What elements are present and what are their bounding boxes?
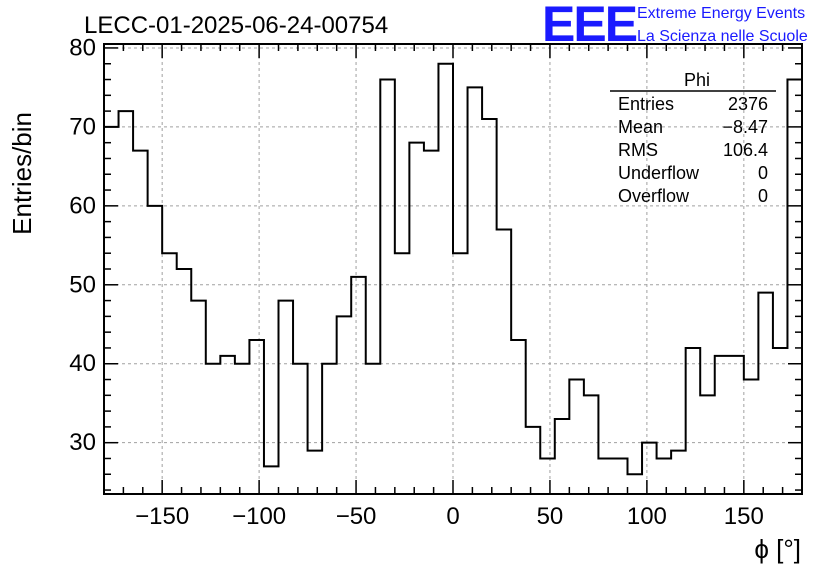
histogram-bin: 41 (220, 356, 235, 494)
stats-box: Phi Entries 2376 Mean −8.47 RMS 106.4 Underflo… (610, 70, 776, 206)
histogram-bin: 28 (613, 458, 628, 494)
y-tick-label: 50 (69, 271, 96, 298)
histogram-bin: 33 (555, 419, 570, 494)
histogram-bin: 72 (119, 111, 134, 494)
y-tick-label: 70 (69, 113, 96, 140)
histogram-bin: 42 (773, 348, 788, 494)
histogram-bin: 60 (148, 206, 163, 494)
histogram-bin: 49 (758, 293, 773, 494)
histogram-bin: 40 (293, 364, 308, 494)
histogram-bin: 43 (511, 340, 526, 494)
x-tick-label: 150 (724, 503, 764, 530)
x-tick-label: 0 (446, 503, 459, 530)
histogram-bin: 46 (337, 316, 352, 494)
histogram-line (104, 62, 803, 476)
y-tick-label: 30 (69, 429, 96, 456)
y-tick-label: 40 (69, 350, 96, 377)
stats-row-value: 0 (758, 186, 768, 206)
histogram-bin: 43 (249, 340, 264, 494)
x-tick-label: −50 (336, 503, 377, 530)
histogram-bin: 51 (351, 277, 366, 494)
histogram-bin: 52 (177, 269, 192, 494)
x-tick-label: 100 (627, 503, 667, 530)
stats-row-value: 2376 (728, 94, 768, 114)
histogram-bin: 38 (744, 380, 759, 494)
histogram-bin: 40 (366, 364, 381, 494)
histogram-bin: 41 (715, 356, 730, 494)
histogram-bin: 32 (526, 427, 541, 494)
histogram-bin: 67 (424, 151, 439, 494)
histogram-bin: 41 (729, 356, 744, 494)
histogram-bin: 71 (482, 119, 497, 494)
histogram-bin: 40 (322, 364, 337, 494)
eee-logo: EEE Extreme Energy Events La Scienza nel… (542, 0, 808, 52)
histogram-bin: 27 (264, 466, 279, 494)
histogram-bin: 57 (497, 230, 512, 494)
histogram-bin: 48 (279, 301, 294, 494)
stats-row-value: 0 (758, 163, 768, 183)
histogram-bin: 76 (380, 80, 395, 494)
y-axis-label: Entries/bin (7, 112, 37, 235)
histogram-bin: 67 (133, 151, 148, 494)
stats-row-label: Entries (618, 94, 674, 114)
histogram-bin: 54 (162, 253, 177, 494)
histogram-bin: 70 (104, 127, 119, 494)
stats-row-value: −8.47 (722, 117, 768, 137)
stats-row-label: Mean (618, 117, 663, 137)
y-tick-label: 80 (69, 34, 96, 61)
histogram-series: 7072676054524840414043274840294046514076… (104, 62, 803, 494)
x-tick-label: 50 (537, 503, 564, 530)
histogram-bin: 38 (569, 380, 584, 494)
x-axis-label: ϕ [°] (754, 534, 801, 564)
chart-title: LECC-01-2025-06-24-00754 (84, 12, 388, 39)
histogram-bin: 54 (395, 253, 410, 494)
histogram-bin: 28 (657, 458, 672, 494)
eee-logo-line2: La Scienza nelle Scuole (637, 28, 808, 45)
histogram-bin: 54 (453, 253, 468, 494)
histogram-bin: 36 (584, 395, 599, 494)
stats-row-label: RMS (618, 140, 658, 160)
histogram-bin: 29 (671, 451, 686, 494)
histogram-bin: 30 (642, 443, 657, 494)
eee-logo-line1: Extreme Energy Events (637, 5, 805, 22)
histogram-bin: 75 (468, 87, 483, 494)
histogram-bin: 76 (787, 80, 802, 494)
histogram-bin: 36 (700, 395, 715, 494)
y-tick-label: 60 (69, 192, 96, 219)
histogram-bin: 42 (686, 348, 701, 494)
histogram-bin: 48 (191, 301, 206, 494)
stats-row-label: Underflow (618, 163, 700, 183)
histogram-bin: 40 (206, 364, 221, 494)
histogram-bin: 29 (308, 451, 323, 494)
x-tick-label: −150 (135, 503, 189, 530)
stats-row-value: 106.4 (723, 140, 768, 160)
axes (103, 43, 803, 495)
histogram-bin: 68 (409, 143, 424, 494)
histogram-bin: 78 (438, 64, 453, 494)
histogram-bin: 28 (540, 458, 555, 494)
histogram-bin: 28 (598, 458, 613, 494)
stats-title: Phi (684, 70, 710, 90)
histogram-bin: 26 (628, 474, 643, 494)
x-tick-label: −100 (232, 503, 286, 530)
stats-row-label: Overflow (618, 186, 690, 206)
histogram-bin: 40 (235, 364, 250, 494)
